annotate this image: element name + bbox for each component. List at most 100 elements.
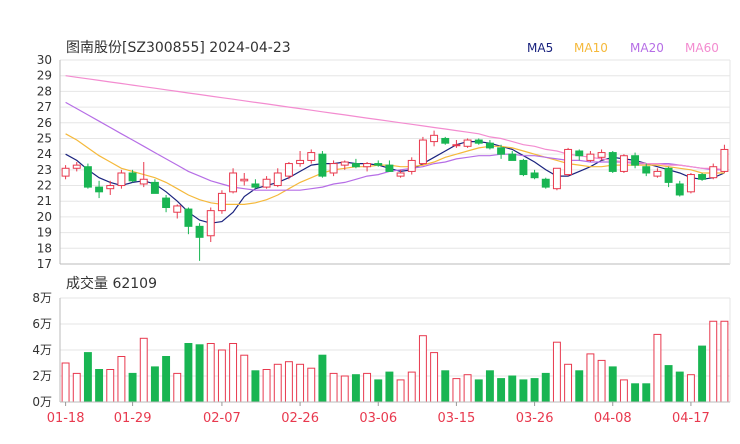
volume-bar [374, 379, 383, 403]
candle-body [128, 172, 137, 182]
candle [463, 138, 472, 148]
candle-body [162, 197, 171, 209]
volume-bar [150, 366, 159, 403]
candle-body [441, 137, 450, 144]
candle-body [720, 148, 729, 172]
candle-body [340, 161, 349, 166]
candle-body [541, 178, 550, 188]
volume-bar [206, 343, 215, 403]
candle [173, 204, 182, 219]
volume-bar [463, 374, 472, 403]
volume-bar [541, 372, 550, 403]
price-tick-label: 22 [37, 179, 52, 193]
candle [162, 194, 171, 213]
price-tick-label: 23 [37, 163, 52, 177]
candle-body [106, 185, 115, 190]
volume-bar [564, 363, 573, 403]
volume-bar [117, 356, 126, 403]
price-tick-label: 29 [37, 69, 52, 83]
volume-bar [485, 370, 494, 403]
candle-body [117, 172, 126, 187]
candle [664, 166, 673, 188]
ma-legend: MA5 MA10 MA20 MA60 [527, 41, 719, 55]
volume-bar [686, 374, 695, 403]
candle-body [675, 183, 684, 196]
candle-body [430, 134, 439, 143]
candle [340, 160, 349, 170]
candle [396, 169, 405, 178]
volume-bar [162, 356, 171, 403]
candle-body [284, 163, 293, 177]
candle-body [206, 210, 215, 237]
candle-body [229, 172, 238, 193]
candle-body [95, 186, 104, 193]
volume-bar [329, 372, 338, 403]
chart-title: 图南股份[SZ300855] 2024-04-23 [66, 40, 291, 56]
candle [631, 152, 640, 169]
candle [206, 207, 215, 243]
volume-bar [262, 369, 271, 403]
candle [508, 151, 517, 161]
candle [318, 151, 327, 178]
candle-body [184, 208, 193, 227]
volume-bars [61, 320, 729, 403]
volume-bar [184, 343, 193, 403]
candle-body [485, 142, 494, 149]
volume-bar [296, 363, 305, 403]
candle [530, 169, 539, 180]
candle-body [452, 144, 461, 147]
candle-body [664, 167, 673, 183]
volume-bar [351, 374, 360, 403]
volume-bar [385, 371, 394, 403]
volume-bar [95, 369, 104, 403]
candle-body [642, 166, 651, 174]
candle-body [653, 170, 662, 177]
volume-bar [530, 378, 539, 403]
candle-body [351, 163, 360, 168]
candle [106, 180, 115, 195]
candle [240, 172, 249, 186]
volume-bar [608, 366, 617, 403]
legend-item-ma10: MA10 [574, 41, 608, 55]
x-tick-label: 02-07 [203, 411, 241, 426]
volume-bar [83, 352, 92, 403]
candle [217, 190, 226, 214]
volume-bar [251, 370, 260, 403]
candle [709, 163, 718, 180]
x-tick-label: 01-29 [114, 411, 152, 426]
candle-body [474, 139, 483, 144]
candle-body [586, 153, 595, 161]
candle-body [396, 172, 405, 177]
volume-bar [307, 367, 316, 403]
candle-body [173, 205, 182, 213]
candle-body [329, 163, 338, 174]
candle-body [530, 172, 539, 179]
candle [564, 147, 573, 177]
volume-bar [552, 341, 561, 403]
candle [251, 179, 260, 189]
volume-tick-label: 4万 [32, 343, 52, 357]
volume-bar [586, 353, 595, 403]
candle [351, 158, 360, 169]
x-tick-label: 03-26 [516, 411, 554, 426]
volume-bar [597, 359, 606, 403]
volume-bar [508, 375, 517, 403]
candle-body [318, 153, 327, 177]
candle-body [597, 152, 606, 158]
candle-body [374, 163, 383, 166]
candle [430, 130, 439, 147]
candle [485, 140, 494, 150]
volume-bar [698, 345, 707, 403]
candle [653, 168, 662, 178]
volume-bar [61, 362, 70, 403]
price-tick-label: 26 [37, 116, 52, 130]
candle-body [686, 174, 695, 193]
price-tick-label: 21 [37, 194, 52, 208]
volume-bar [340, 375, 349, 403]
volume-bar [720, 320, 729, 403]
volume-bar [497, 378, 506, 403]
price-tick-label: 19 [37, 226, 52, 240]
candle-body [608, 152, 617, 172]
candle-body [139, 178, 148, 185]
